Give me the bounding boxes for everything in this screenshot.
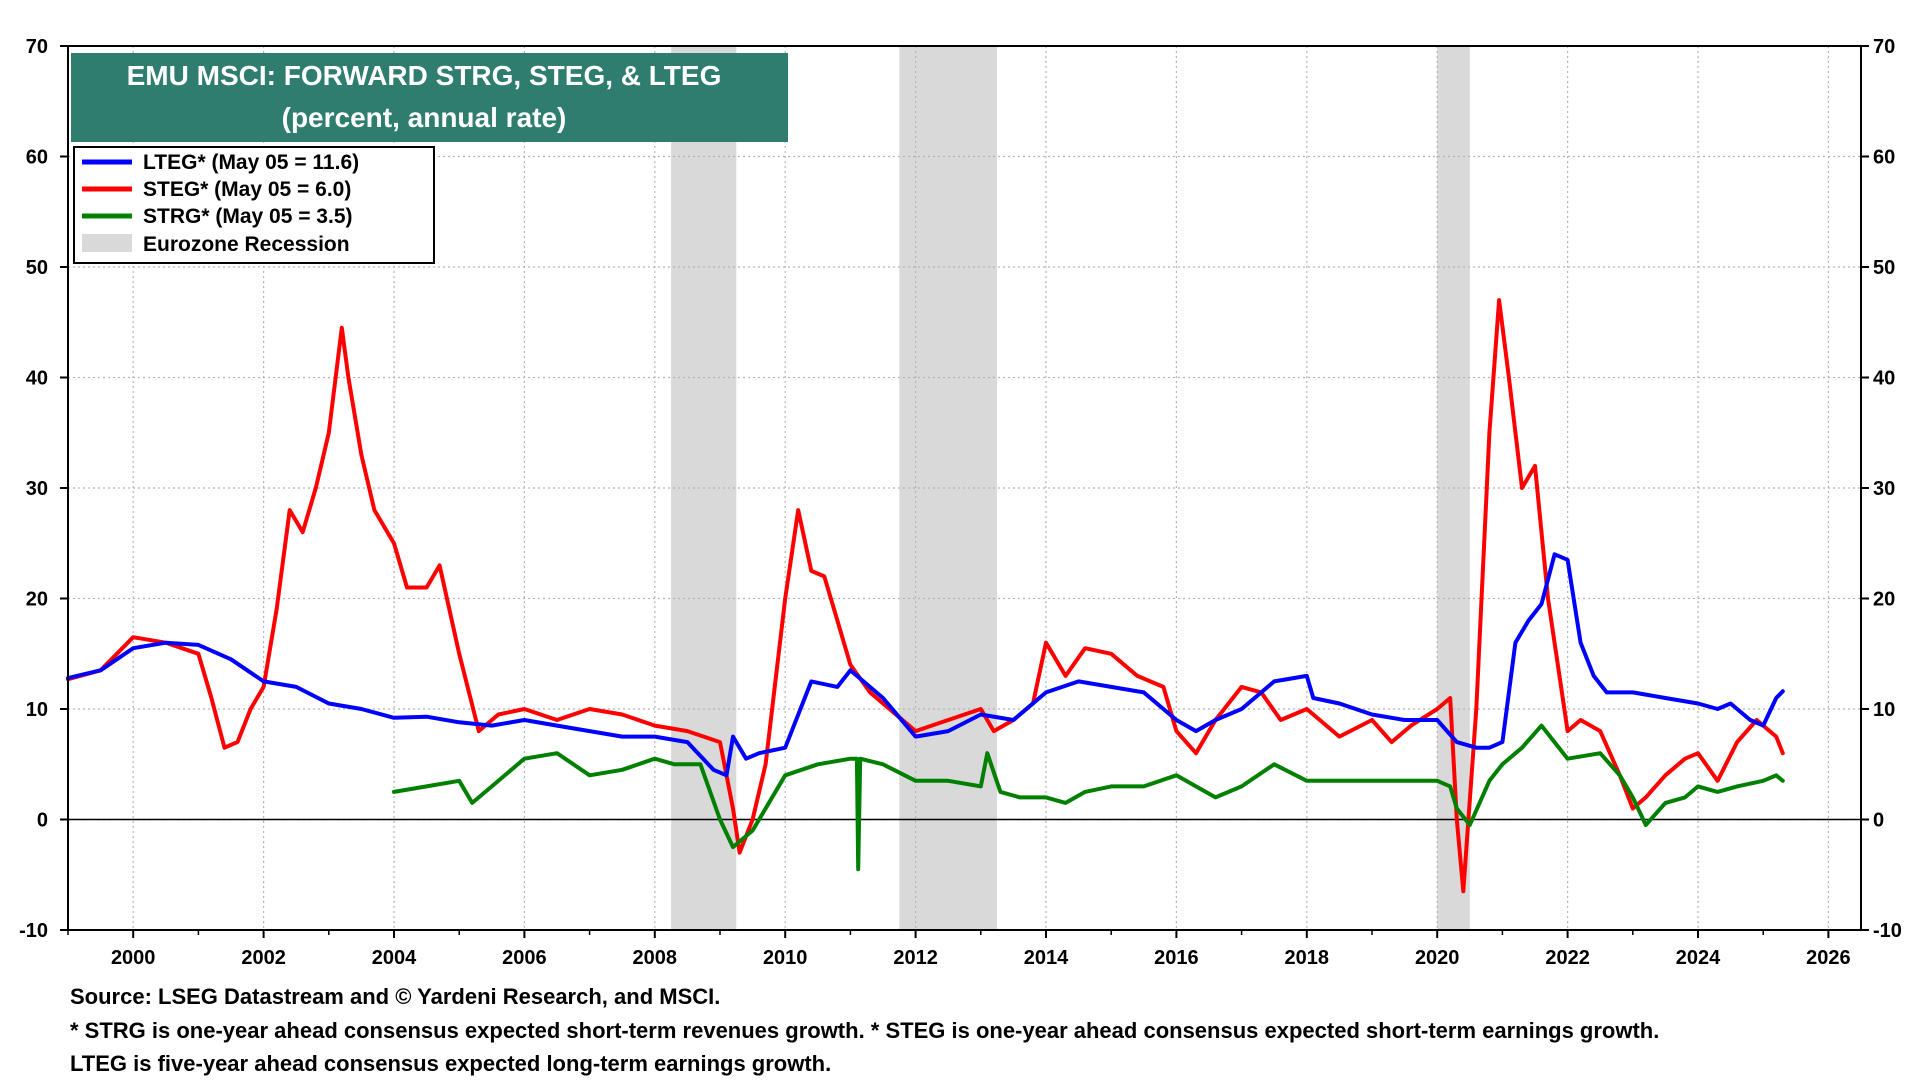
y-tick-label-left-40: 40 (26, 368, 48, 390)
y-tick-label-left-70: 70 (26, 36, 48, 58)
x-tick-label-2022: 2022 (1545, 947, 1590, 969)
x-tick-label-2006: 2006 (502, 947, 547, 969)
chart-title: EMU MSCI: FORWARD STRG, STEG, & LTEG (127, 60, 722, 91)
source-note: Source: LSEG Datastream and © Yardeni Re… (70, 984, 721, 1009)
series-lines (66, 298, 1785, 894)
x-tick-label-2020: 2020 (1415, 947, 1460, 969)
legend-label-steg: STEG* (May 05 = 6.0) (143, 178, 351, 201)
x-tick-label-2026: 2026 (1806, 947, 1851, 969)
series-line-steg (66, 298, 1785, 894)
x-axis: 2000 2002 2004 2006 2008 2010 2012 2014 2016 2018… (67, 930, 1851, 969)
x-tick-label-2010: 2010 (763, 947, 808, 969)
x-tick-label-2024: 2024 (1676, 947, 1721, 969)
footnote-lteg: LTEG is five-year ahead consensus expect… (70, 1051, 832, 1076)
x-tick-label-2012: 2012 (893, 947, 938, 969)
title-background (71, 53, 788, 142)
legend-label-recession: Eurozone Recession (143, 233, 350, 256)
series-line-lteg (66, 552, 1785, 778)
legend-label-strg: STRG* (May 05 = 3.5) (143, 205, 353, 228)
x-tick-label-2016: 2016 (1154, 947, 1199, 969)
x-tick-label-2004: 2004 (372, 947, 417, 969)
x-tick-label-2018: 2018 (1285, 947, 1330, 969)
y-tick-label-right-50: 50 (1873, 257, 1895, 279)
gridlines (68, 46, 1861, 930)
y-tick-label-right-10: 10 (1873, 699, 1895, 721)
footnote-strg-steg: * STRG is one-year ahead consensus expec… (70, 1018, 1660, 1043)
legend-swatch-recession (82, 234, 132, 252)
legend-label-lteg: LTEG* (May 05 = 11.6) (143, 151, 359, 174)
y-tick-label-left-0: 0 (37, 810, 48, 832)
title-box: EMU MSCI: FORWARD STRG, STEG, & LTEG (pe… (71, 53, 788, 142)
y-axis: -10 -10 0 0 10 10 20 20 30 30 40 40 50 50 60 60 70 70 (19, 36, 1902, 942)
legend-box (73, 146, 435, 264)
x-tick-label-2008: 2008 (633, 947, 678, 969)
x-tick-label-2000: 2000 (111, 947, 156, 969)
x-tick-label-2002: 2002 (241, 947, 286, 969)
x-tick-label-2014: 2014 (1024, 947, 1069, 969)
y-tick-label-left--10: -10 (19, 920, 48, 942)
y-tick-label-left-30: 30 (26, 478, 48, 500)
y-tick-label-left-50: 50 (26, 257, 48, 279)
legend: LTEG* (May 05 = 11.6) STEG* (May 05 = 6.… (73, 146, 435, 264)
y-tick-label-right-40: 40 (1873, 368, 1895, 390)
y-tick-label-right-60: 60 (1873, 147, 1895, 169)
y-tick-label-left-60: 60 (26, 147, 48, 169)
y-tick-label-right-20: 20 (1873, 589, 1895, 611)
y-tick-label-right-70: 70 (1873, 36, 1895, 58)
y-tick-label-right--10: -10 (1873, 920, 1902, 942)
y-tick-label-left-10: 10 (26, 699, 48, 721)
y-tick-label-left-20: 20 (26, 589, 48, 611)
chart-subtitle: (percent, annual rate) (282, 102, 567, 133)
y-tick-label-right-0: 0 (1873, 810, 1884, 832)
y-tick-label-right-30: 30 (1873, 478, 1895, 500)
series-line-strg (392, 723, 1785, 872)
